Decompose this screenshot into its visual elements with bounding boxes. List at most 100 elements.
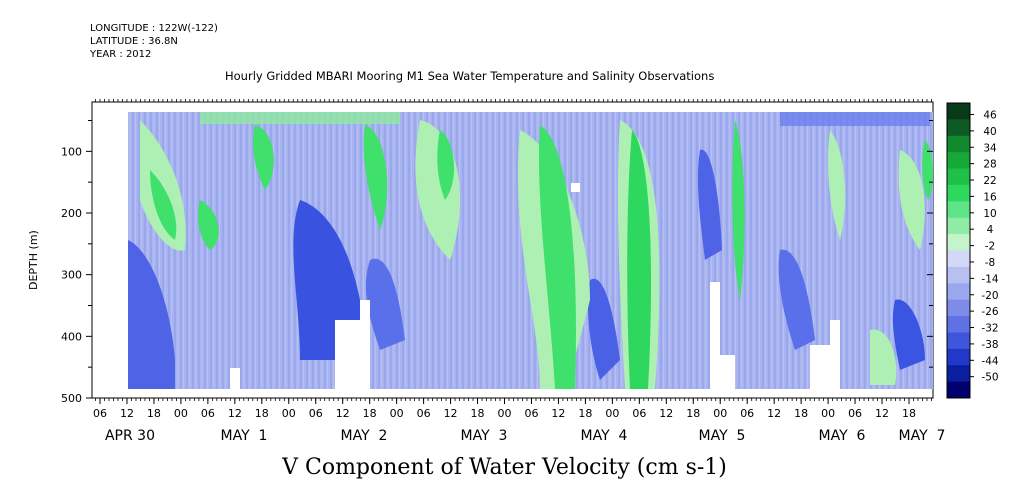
colorbar-label: -14	[981, 273, 998, 285]
colorbar-label: 40	[983, 126, 996, 138]
y-tick-label: 300	[61, 269, 82, 282]
y-tick-label: 100	[61, 145, 82, 158]
x-tick-label: 06	[848, 407, 862, 420]
x-tick-label: 06	[201, 407, 215, 420]
pos-strong-7	[627, 130, 652, 389]
colorbar-band	[947, 365, 970, 383]
x-tick-label: 18	[902, 407, 916, 420]
x-date-label: MAY 7	[899, 428, 946, 444]
neg-region-7	[892, 299, 925, 370]
x-tick-label: 18	[686, 407, 700, 420]
colorbar-band	[947, 234, 970, 251]
x-date-label: APR 30	[105, 428, 155, 444]
neg-region-5	[697, 149, 722, 260]
x-date-label: MAY 6	[819, 428, 866, 444]
x-tick-label: 00	[821, 407, 835, 420]
x-tick-label: 06	[417, 407, 431, 420]
pos-strong-3	[253, 125, 274, 190]
colorbar-band	[947, 135, 970, 153]
colorbar-band	[947, 283, 970, 301]
x-date-label: MAY 1	[221, 428, 268, 444]
colorbar-label: -50	[981, 372, 998, 384]
colorbar-label: -20	[981, 290, 998, 302]
pos-strong-5	[437, 130, 455, 200]
x-axis-label: V Component of Water Velocity (cm s-1)	[282, 455, 727, 480]
colorbar-band	[947, 217, 970, 235]
x-date-label: MAY 2	[341, 428, 388, 444]
x-tick-label: 06	[740, 407, 754, 420]
x-tick-label: 12	[120, 407, 134, 420]
colorbar-band	[947, 103, 970, 120]
x-tick-label: 06	[524, 407, 538, 420]
x-tick-label: 12	[659, 407, 673, 420]
x-date-label: MAY 3	[461, 428, 508, 444]
x-tick-label: 18	[471, 407, 485, 420]
neg-region-6	[778, 249, 815, 350]
colorbar-band	[947, 184, 970, 202]
colorbar-label: -32	[981, 323, 998, 335]
no-data-notch-4	[810, 320, 840, 389]
pos-strong-2	[198, 200, 219, 250]
colorbar-label: -38	[981, 339, 998, 351]
x-tick-label: 12	[228, 407, 242, 420]
colorbar-band	[947, 332, 970, 350]
pos-region-5	[828, 130, 846, 240]
no-data-notch-3	[710, 282, 735, 389]
heatmap-blobs	[128, 112, 933, 389]
pos-band-top	[200, 112, 400, 124]
x-tick-label: 18	[147, 407, 161, 420]
pos-region-6	[898, 150, 925, 250]
x-tick-label: 06	[309, 407, 323, 420]
colorbar-band	[947, 250, 970, 268]
x-tick-label: 18	[578, 407, 592, 420]
no-data-spot	[571, 183, 580, 192]
x-date-label: MAY 5	[699, 428, 746, 444]
no-data-left	[93, 103, 128, 397]
x-tick-label: 00	[713, 407, 727, 420]
pos-strong-6	[538, 125, 576, 389]
pos-strong-4	[363, 125, 388, 230]
latitude-label: LATITUDE : 36.8N	[90, 36, 178, 47]
x-tick-label: 00	[390, 407, 404, 420]
colorbar-label: 10	[983, 208, 996, 220]
x-tick-label: 18	[794, 407, 808, 420]
colorbar: 46 40 34 28 22 16 10 4 -2 -8 -14 -20 -26 -32 -38 -44 -50	[946, 102, 999, 399]
colorbar-band	[947, 381, 970, 399]
colorbar-label: 16	[983, 191, 997, 203]
colorbar-label: 28	[983, 159, 996, 171]
x-tick-label: 18	[363, 407, 377, 420]
neg-region-3	[365, 258, 405, 350]
x-tick-label: 12	[767, 407, 781, 420]
pos-region-7	[870, 329, 897, 385]
x-date-label: MAY 4	[581, 428, 628, 444]
longitude-label: LONGITUDE : 122W(-122)	[90, 23, 218, 34]
pos-strong-1	[150, 170, 177, 240]
x-tick-label: 00	[174, 407, 188, 420]
x-tick-label: 06	[632, 407, 646, 420]
colorbar-label: -2	[985, 241, 995, 253]
chart-title: Hourly Gridded MBARI Mooring M1 Sea Wate…	[225, 69, 715, 83]
colorbar-label: 46	[983, 109, 997, 121]
colorbar-band	[947, 201, 970, 219]
x-tick-label: 18	[255, 407, 269, 420]
no-data-notch-2	[230, 368, 240, 389]
colorbar-label: 4	[987, 224, 994, 236]
neg-band-top	[780, 112, 930, 126]
x-tick-label: 12	[551, 407, 565, 420]
y-tick-label: 200	[61, 207, 82, 220]
y-tick-label: 500	[61, 392, 82, 405]
neg-region-4	[588, 278, 620, 380]
colorbar-label: -44	[981, 355, 998, 367]
colorbar-label: -8	[985, 257, 995, 269]
year-label: YEAR : 2012	[90, 49, 152, 60]
colorbar-label: 22	[983, 175, 996, 187]
no-data-regions	[93, 103, 932, 397]
colorbar-band	[947, 316, 970, 333]
colorbar-label: -26	[981, 306, 998, 318]
neg-region-1	[128, 240, 175, 389]
x-tick-label: 00	[605, 407, 619, 420]
colorbar-band	[947, 168, 970, 186]
y-tick-label: 400	[61, 330, 82, 343]
x-tick-label: 12	[444, 407, 458, 420]
